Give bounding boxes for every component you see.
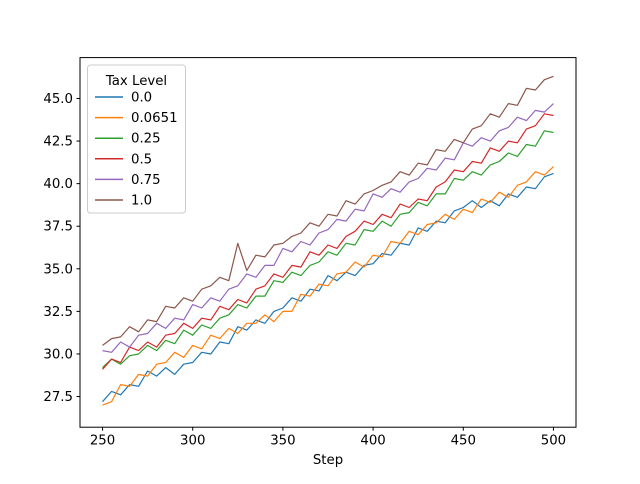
series-line-1.0	[102, 75, 554, 346]
y-tick-label: 35.0	[43, 262, 73, 277]
x-axis-label: Step	[313, 453, 343, 468]
series-line-0.25	[102, 130, 554, 369]
x-tick-label: 300	[180, 434, 205, 449]
x-tick-label: 400	[360, 434, 385, 449]
y-tick-label: 37.5	[43, 220, 73, 235]
x-tick-label: 450	[451, 434, 476, 449]
legend-label-0.0: 0.0	[131, 91, 152, 106]
legend-label-1.0: 1.0	[131, 194, 152, 209]
x-tick-label: 500	[541, 434, 566, 449]
series-line-0.75	[102, 103, 554, 353]
series-line-0.0651	[102, 166, 554, 406]
x-tick-label: 350	[270, 434, 295, 449]
legend-label-0.75: 0.75	[131, 173, 161, 188]
legend-label-0.5: 0.5	[131, 152, 152, 167]
plot-lines	[102, 75, 554, 406]
y-tick-label: 42.5	[43, 135, 73, 150]
legend-label-0.25: 0.25	[131, 132, 161, 147]
y-tick-label: 27.5	[43, 390, 73, 405]
legend-entries: 0.0 0.0651 0.25 0.5 0.75 1.0	[95, 91, 178, 209]
legend-title: Tax Level	[105, 74, 167, 89]
legend-frame	[87, 64, 186, 214]
axes: 250 300 350 400 450 500 27.5 30.0 32.5 35.0 37.5 40…	[43, 57, 577, 449]
legend: Tax Level 0.0 0.0651 0.25 0.5 0.75 1.0	[87, 64, 186, 214]
y-tick-label: 30.0	[43, 347, 73, 362]
y-tick-label: 40.0	[43, 177, 73, 192]
series-line-0.5	[102, 113, 554, 370]
x-tick-label: 250	[90, 434, 115, 449]
y-tick-label: 45.0	[43, 92, 73, 107]
series-line-0.0	[102, 172, 554, 403]
y-tick-label: 32.5	[43, 305, 73, 320]
legend-label-0.0651: 0.0651	[131, 111, 178, 126]
axes-spines	[79, 57, 577, 428]
